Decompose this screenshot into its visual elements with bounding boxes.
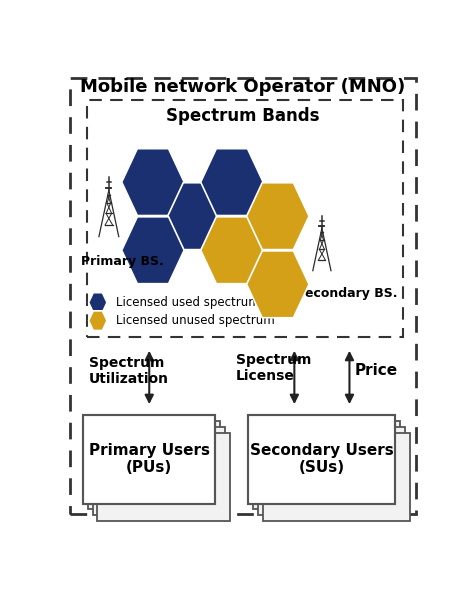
Text: Primary BS.: Primary BS.: [82, 255, 164, 268]
Polygon shape: [168, 183, 230, 250]
Text: Primary Users
(PUs): Primary Users (PUs): [89, 443, 210, 476]
Text: Secondary BS.: Secondary BS.: [296, 287, 398, 300]
Bar: [258, 427, 405, 515]
Polygon shape: [201, 149, 263, 215]
Text: Secondary Users
(SUs): Secondary Users (SUs): [250, 443, 394, 476]
Polygon shape: [246, 183, 309, 250]
Text: Spectrum Bands: Spectrum Bands: [166, 107, 319, 125]
Text: Spectrum
Utilization: Spectrum Utilization: [89, 356, 169, 386]
Text: Mobile network Operator (MNO): Mobile network Operator (MNO): [80, 78, 406, 96]
Bar: [263, 432, 410, 521]
Bar: [88, 421, 220, 509]
Bar: [93, 427, 225, 515]
Polygon shape: [89, 293, 107, 312]
Bar: [83, 415, 215, 503]
Bar: [253, 421, 400, 509]
Bar: [87, 100, 403, 336]
Text: Licensed unused spectrum: Licensed unused spectrum: [116, 314, 275, 327]
Text: Licensed used spectrum: Licensed used spectrum: [116, 296, 260, 309]
Polygon shape: [122, 217, 184, 284]
Polygon shape: [89, 311, 107, 330]
Text: Price: Price: [355, 363, 398, 378]
Text: Spectrum
License: Spectrum License: [236, 353, 311, 384]
Bar: [248, 415, 395, 503]
Polygon shape: [201, 217, 263, 284]
Polygon shape: [246, 251, 309, 318]
Polygon shape: [122, 149, 184, 215]
Bar: [98, 432, 230, 521]
